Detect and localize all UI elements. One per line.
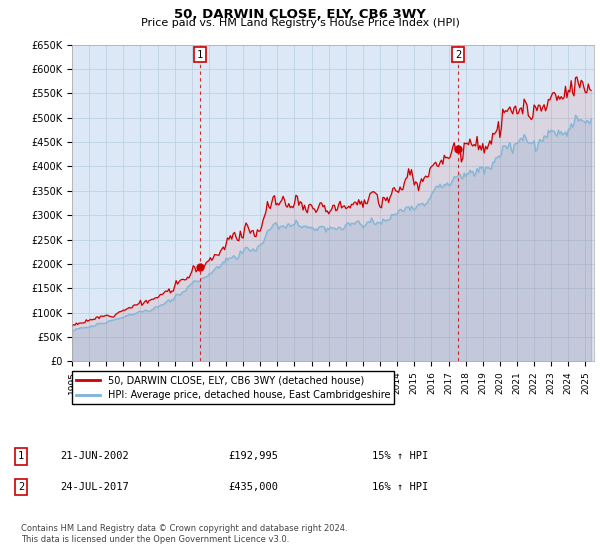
Text: 21-JUN-2002: 21-JUN-2002 [60,451,129,461]
Text: 1: 1 [18,451,24,461]
Text: 50, DARWIN CLOSE, ELY, CB6 3WY: 50, DARWIN CLOSE, ELY, CB6 3WY [174,8,426,21]
Legend: 50, DARWIN CLOSE, ELY, CB6 3WY (detached house), HPI: Average price, detached ho: 50, DARWIN CLOSE, ELY, CB6 3WY (detached… [71,371,394,404]
Text: Contains HM Land Registry data © Crown copyright and database right 2024.: Contains HM Land Registry data © Crown c… [21,524,347,533]
Text: 24-JUL-2017: 24-JUL-2017 [60,482,129,492]
Text: 1: 1 [197,49,203,59]
Text: £435,000: £435,000 [228,482,278,492]
Text: Price paid vs. HM Land Registry's House Price Index (HPI): Price paid vs. HM Land Registry's House … [140,18,460,29]
Text: 16% ↑ HPI: 16% ↑ HPI [372,482,428,492]
Text: £192,995: £192,995 [228,451,278,461]
Text: 15% ↑ HPI: 15% ↑ HPI [372,451,428,461]
Text: This data is licensed under the Open Government Licence v3.0.: This data is licensed under the Open Gov… [21,535,289,544]
Text: 2: 2 [18,482,24,492]
Text: 2: 2 [455,49,461,59]
